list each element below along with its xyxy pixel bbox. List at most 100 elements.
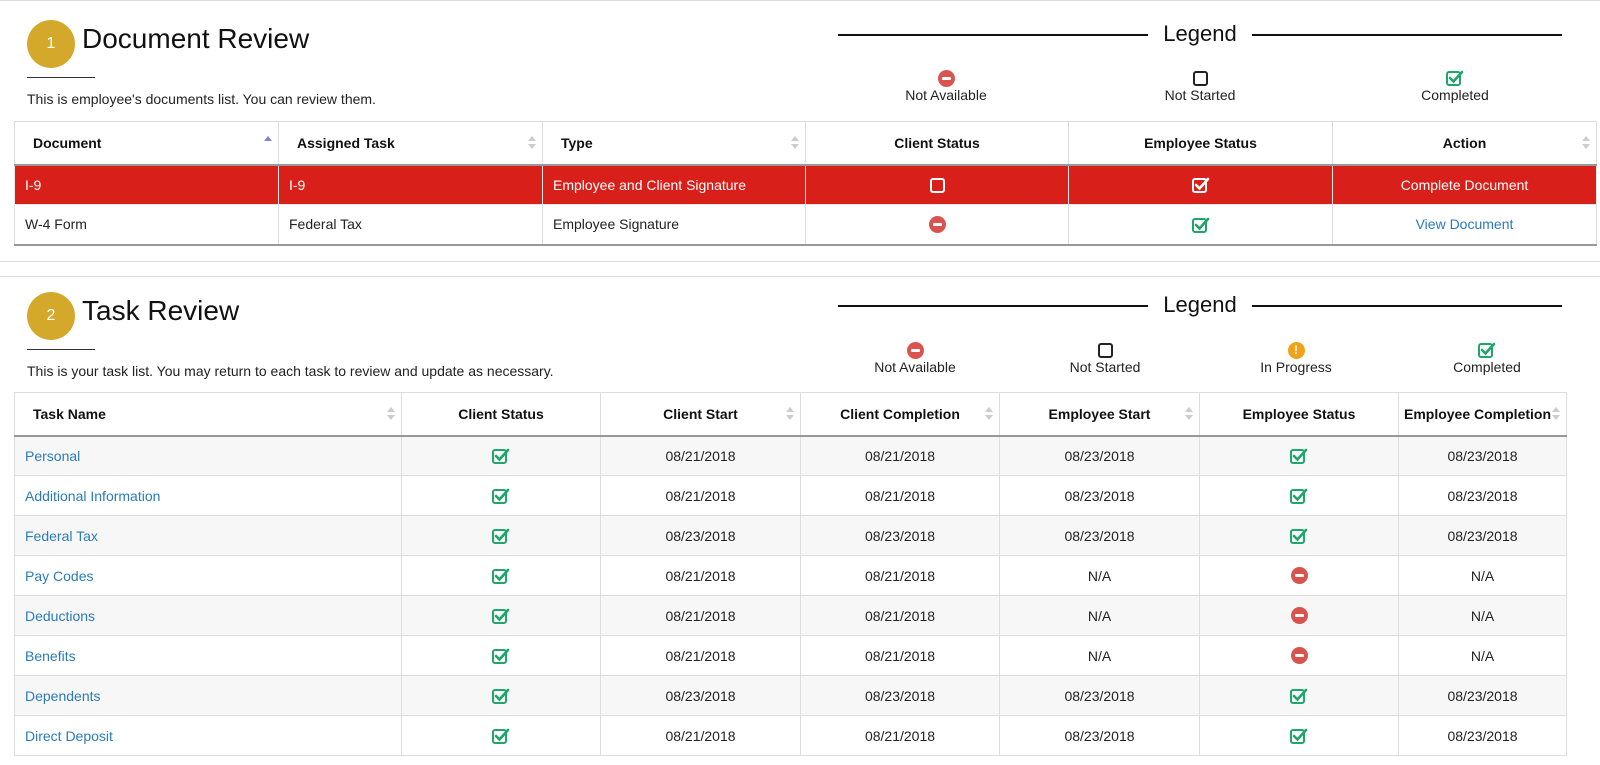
client-start: 08/21/2018 [600,435,801,476]
employee-status [1199,435,1399,476]
client-status [401,515,601,556]
task-link[interactable]: Benefits [25,647,76,664]
sort-icon[interactable] [1552,407,1560,421]
legend-header: Legend [838,22,1562,46]
complete-document-link[interactable]: Complete Document [1400,176,1529,193]
client-completion: 08/21/2018 [800,435,1000,476]
task-link[interactable]: Dependents [25,687,101,704]
client-status [401,475,601,516]
minus-circle-icon [1290,567,1308,585]
legend-item-not-started: Not Started [1025,339,1185,375]
document-name: W-4 Form [14,204,279,245]
task-link[interactable]: Personal [25,447,81,464]
employee-completion: 08/23/2018 [1398,675,1567,716]
column-header-client-start[interactable]: Client Start [600,392,801,437]
column-header-employee-status: Employee Status [1068,121,1333,166]
legend-item-in-progress: ! In Progress [1216,339,1376,375]
sort-icon[interactable] [786,407,794,421]
table-row: Personal 08/21/2018 08/21/2018 08/23/2018 08… [14,435,1567,476]
employee-start: N/A [999,595,1200,636]
task-review-section: 2 Task Review This is your task list. Yo… [0,276,1600,765]
check-square-icon [492,688,510,705]
view-document-link[interactable]: View Document [1415,216,1514,233]
section-description: This is employee's documents list. You c… [27,91,376,107]
legend-item-not-started: Not Started [1120,67,1280,103]
table-row: Dependents 08/23/2018 08/23/2018 08/23/2018… [14,675,1567,716]
column-header-employee-start[interactable]: Employee Start [999,392,1200,437]
check-square-icon [492,648,510,665]
employee-status [1068,204,1333,245]
document-type: Employee and Client Signature [542,164,806,205]
column-header-employee-status: Employee Status [1199,392,1399,437]
column-header-action[interactable]: Action [1332,121,1597,166]
employee-start: 08/23/2018 [999,475,1200,516]
column-header-type[interactable]: Type [542,121,806,166]
sort-icon[interactable] [1582,136,1590,150]
title-underline [27,349,95,350]
sort-icon[interactable] [791,136,799,150]
step-number-badge: 2 [27,292,75,340]
column-header-client-completion[interactable]: Client Completion [800,392,1000,437]
column-header-assigned-task[interactable]: Assigned Task [278,121,543,166]
employee-status [1199,475,1399,516]
client-status [401,675,601,716]
task-link[interactable]: Federal Tax [25,527,98,544]
client-completion: 08/23/2018 [800,675,1000,716]
check-square-icon [492,528,510,545]
check-square-icon [1446,70,1464,87]
employee-completion: 08/23/2018 [1398,435,1567,476]
employee-completion: N/A [1398,595,1567,636]
check-square-icon [1290,688,1308,705]
employee-status [1068,164,1333,205]
employee-status [1199,515,1399,556]
table-row: Direct Deposit 08/21/2018 08/21/2018 08/23/… [14,715,1567,756]
sort-icon[interactable] [1185,407,1193,421]
table-row: Federal Tax 08/23/2018 08/23/2018 08/23/201… [14,515,1567,556]
empty-checkbox-icon [1097,342,1113,358]
check-square-icon [492,488,510,505]
client-status [805,164,1069,205]
legend-item-not-available: Not Available [866,67,1026,103]
legend-label: Completed [1421,87,1489,103]
table-row: Pay Codes 08/21/2018 08/21/2018 N/A N/A [14,555,1567,596]
sort-ascending-icon[interactable] [264,136,272,150]
check-square-icon [1290,488,1308,505]
sort-icon[interactable] [985,407,993,421]
column-header-document[interactable]: Document [14,121,279,166]
employee-start: N/A [999,555,1200,596]
document-type: Employee Signature [542,204,806,245]
column-header-employee-completion[interactable]: Employee Completion [1398,392,1567,437]
client-status [805,204,1069,245]
sort-icon[interactable] [528,136,536,150]
employee-status [1199,675,1399,716]
legend-label: In Progress [1260,359,1332,375]
assigned-task: I-9 [278,164,543,205]
employee-status [1199,555,1399,596]
task-link[interactable]: Additional Information [25,487,161,504]
legend-label: Not Available [874,359,956,375]
employee-completion: 08/23/2018 [1398,475,1567,516]
task-link[interactable]: Pay Codes [25,567,94,584]
client-status [401,595,601,636]
legend-item-completed: Completed [1407,339,1567,375]
task-name-cell: Deductions [14,595,402,636]
step-number-badge: 1 [27,20,75,68]
column-header-task-name[interactable]: Task Name [14,392,402,437]
employee-start: 08/23/2018 [999,515,1200,556]
employee-status [1199,635,1399,676]
client-start: 08/21/2018 [600,555,801,596]
client-start: 08/21/2018 [600,475,801,516]
sort-icon[interactable] [387,407,395,421]
table-header-row: Document Assigned Task Type Client Statu… [14,121,1597,166]
title-underline [27,77,95,78]
check-square-icon [1478,342,1496,359]
client-status [401,715,601,756]
task-link[interactable]: Deductions [25,607,96,624]
task-link[interactable]: Direct Deposit [25,727,113,744]
table-row[interactable]: I-9 I-9 Employee and Client Signature Co… [14,164,1597,205]
assigned-task: Federal Tax [278,204,543,245]
column-header-client-status: Client Status [401,392,601,437]
check-square-icon [492,449,510,465]
client-start: 08/21/2018 [600,715,801,756]
check-square-icon [1191,217,1209,233]
